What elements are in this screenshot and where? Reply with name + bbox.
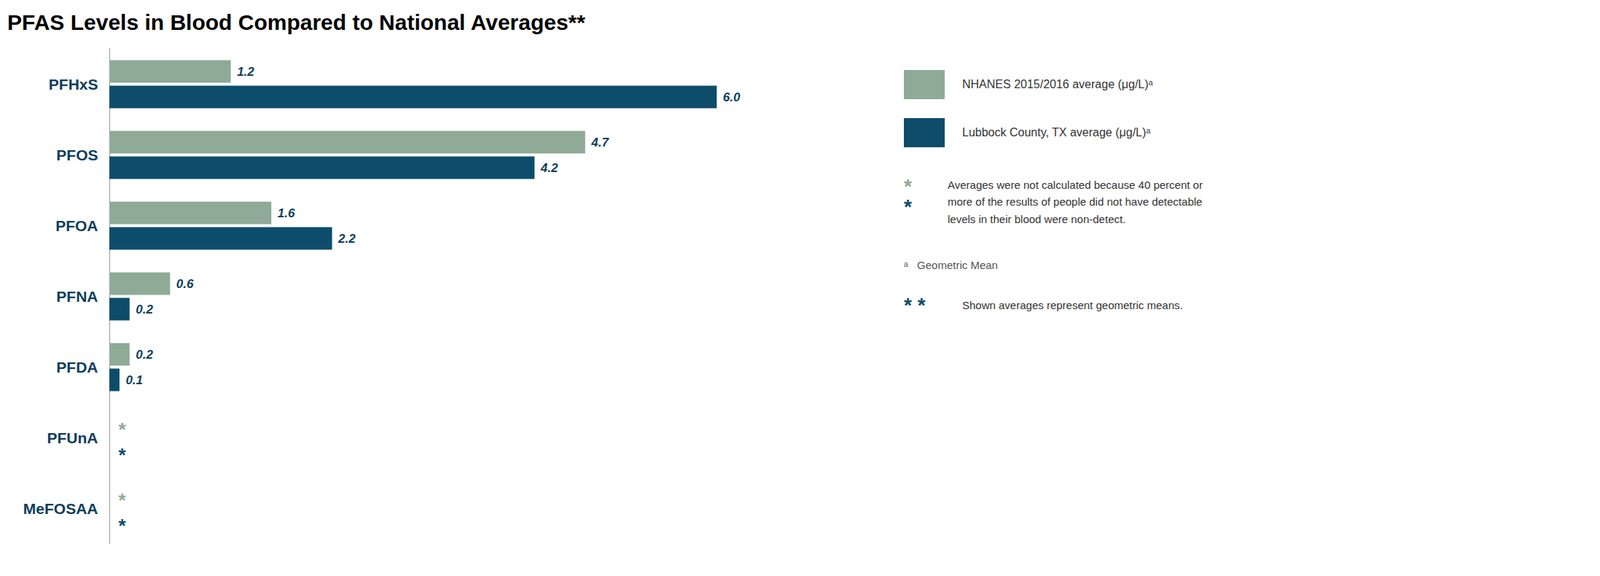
- svg-text:PFOS: PFOS: [56, 146, 98, 164]
- svg-text:PFUnA: PFUnA: [47, 429, 99, 447]
- svg-text:PFNA: PFNA: [56, 287, 98, 305]
- svg-text:0.1: 0.1: [125, 373, 143, 388]
- svg-text:MeFOSAA: MeFOSAA: [23, 500, 99, 517]
- svg-text:6.0: 6.0: [723, 90, 741, 105]
- svg-text:*: *: [118, 418, 127, 441]
- svg-text:0.2: 0.2: [135, 302, 154, 317]
- html-text:PFAS Levels in Blood Compared: PFAS Levels in Blood Compared to Nationa…: [7, 10, 586, 35]
- html-text:NHANES 2015/2016 average (μg/L: NHANES 2015/2016 average (μg/L)ᵃ: [962, 77, 1153, 91]
- html-text:Shown averages represent geome: Shown averages represent geometric means…: [962, 299, 1183, 312]
- svg-text:0.2: 0.2: [135, 347, 154, 362]
- svg-text:*: *: [118, 489, 127, 511]
- svg-text:PFOA: PFOA: [55, 217, 98, 234]
- svg-text:PFHxS: PFHxS: [48, 75, 99, 93]
- svg-text:*: *: [118, 443, 127, 466]
- html-text:Averages were not calculated b: Averages were not calculated because 40 …: [947, 178, 1203, 225]
- svg-text:1.6: 1.6: [277, 206, 296, 221]
- svg-text:0.6: 0.6: [176, 276, 194, 291]
- html-text:ᵃ Geometric Mean: ᵃ Geometric Mean: [903, 258, 998, 272]
- svg-text:2.2: 2.2: [337, 231, 356, 246]
- svg-text:1.2: 1.2: [236, 64, 255, 79]
- svg-text:*: *: [118, 514, 127, 537]
- svg-text:4.2: 4.2: [540, 161, 559, 175]
- svg-text:4.7: 4.7: [590, 135, 610, 150]
- svg-text:PFDA: PFDA: [56, 358, 98, 376]
- html-text:Lubbock County, TX average (μg: Lubbock County, TX average (μg/L)ᵃ: [962, 126, 1151, 139]
